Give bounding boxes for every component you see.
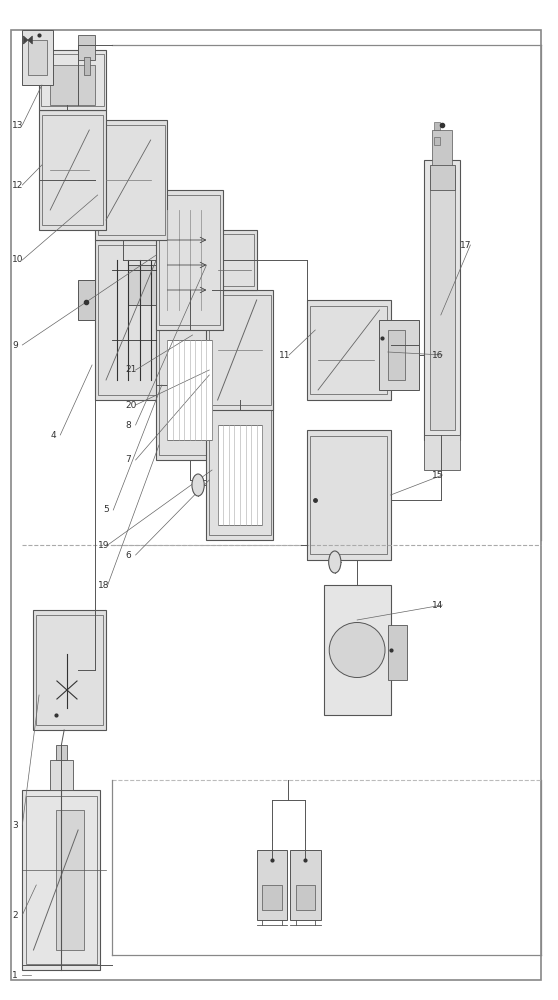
Bar [209, 405, 271, 535]
Bar [388, 625, 407, 680]
Text: 17: 17 [460, 240, 472, 249]
Bar [41, 54, 104, 106]
Bar [84, 57, 90, 75]
Bar [388, 330, 405, 380]
Bar [98, 245, 165, 395]
Bar [206, 230, 257, 290]
Bar [159, 325, 220, 455]
Bar [324, 585, 391, 715]
Bar [218, 425, 262, 525]
Bar [39, 50, 106, 110]
Bar [290, 850, 321, 920]
Bar [156, 190, 223, 330]
Bar [78, 35, 95, 60]
Polygon shape [23, 36, 28, 44]
Text: 11: 11 [279, 351, 291, 360]
Text: 21: 21 [126, 365, 137, 374]
Text: 6: 6 [126, 550, 131, 560]
Circle shape [192, 474, 204, 496]
Text: 19: 19 [98, 540, 109, 550]
Bar [50, 65, 95, 105]
Bar [434, 137, 440, 145]
Bar [307, 430, 391, 560]
Bar [50, 760, 73, 790]
Bar [209, 295, 271, 405]
Bar [22, 30, 53, 85]
Circle shape [329, 551, 341, 573]
Bar [430, 170, 455, 430]
Bar [307, 300, 391, 400]
Bar [42, 115, 103, 225]
Text: 2: 2 [12, 910, 18, 920]
Text: 16: 16 [432, 351, 444, 360]
Bar [95, 240, 167, 400]
Bar [156, 320, 223, 460]
Bar [26, 796, 97, 964]
Bar [209, 234, 254, 286]
Text: 13: 13 [12, 120, 24, 129]
Ellipse shape [329, 622, 385, 678]
Bar [424, 435, 460, 470]
Bar [128, 265, 156, 305]
Text: 5: 5 [103, 506, 109, 514]
Bar [56, 810, 84, 950]
Text: 14: 14 [432, 600, 444, 609]
Bar [379, 320, 418, 390]
Bar [33, 610, 106, 730]
Bar [310, 436, 387, 554]
Bar [28, 40, 47, 75]
Bar [206, 400, 273, 540]
Text: 20: 20 [126, 400, 137, 410]
Bar [36, 615, 103, 725]
Bar [95, 120, 167, 240]
Bar [22, 790, 100, 970]
Bar [310, 306, 387, 394]
Bar [78, 280, 95, 320]
Text: 10: 10 [12, 255, 24, 264]
Polygon shape [28, 36, 32, 44]
Text: 12: 12 [12, 180, 23, 190]
Text: 15: 15 [432, 471, 444, 480]
Bar [430, 165, 455, 190]
Bar [159, 195, 220, 325]
Bar [56, 745, 67, 760]
Bar [296, 885, 315, 910]
Bar [39, 110, 106, 230]
Bar [206, 290, 273, 410]
Bar [262, 885, 282, 910]
Text: 4: 4 [50, 430, 56, 440]
Text: 18: 18 [98, 580, 109, 589]
Bar [167, 340, 212, 440]
Text: 3: 3 [12, 820, 18, 830]
Bar [257, 850, 287, 920]
Bar [424, 160, 460, 440]
Bar [98, 125, 165, 235]
Bar [432, 130, 452, 165]
Bar [434, 122, 440, 130]
Text: 9: 9 [12, 340, 18, 350]
Text: 1: 1 [12, 970, 18, 980]
Text: 7: 7 [126, 456, 131, 464]
Text: 8: 8 [126, 420, 131, 430]
